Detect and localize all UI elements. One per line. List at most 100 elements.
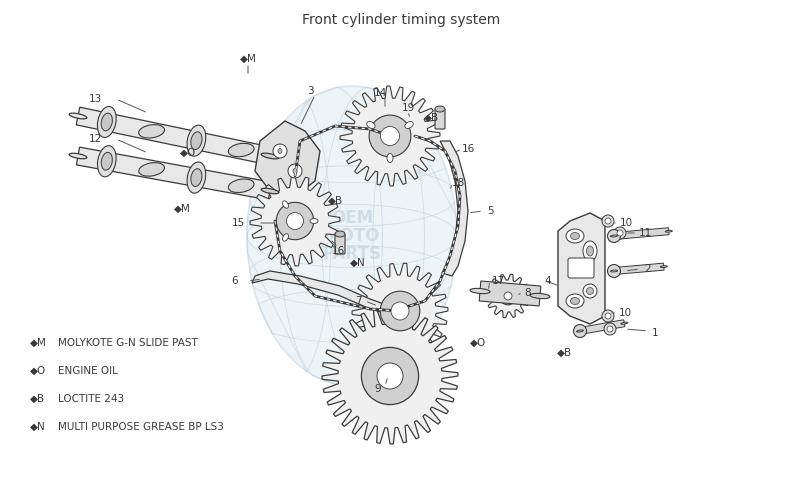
Text: 17: 17 bbox=[491, 276, 505, 286]
Text: 13: 13 bbox=[88, 94, 102, 104]
Text: 3: 3 bbox=[307, 86, 313, 96]
Ellipse shape bbox=[139, 163, 164, 176]
Text: 8: 8 bbox=[525, 288, 531, 298]
Ellipse shape bbox=[101, 113, 112, 131]
Text: 4: 4 bbox=[545, 276, 551, 286]
Ellipse shape bbox=[187, 162, 206, 193]
Polygon shape bbox=[252, 271, 395, 316]
Ellipse shape bbox=[566, 229, 584, 243]
Ellipse shape bbox=[586, 246, 594, 256]
Ellipse shape bbox=[470, 288, 490, 294]
Polygon shape bbox=[486, 274, 530, 318]
FancyBboxPatch shape bbox=[335, 234, 345, 254]
Circle shape bbox=[605, 218, 611, 224]
Text: 10: 10 bbox=[619, 218, 633, 228]
Ellipse shape bbox=[530, 294, 550, 299]
Text: ENGINE OIL: ENGINE OIL bbox=[58, 366, 118, 376]
FancyBboxPatch shape bbox=[435, 109, 445, 129]
Text: ◆M: ◆M bbox=[30, 338, 47, 348]
Ellipse shape bbox=[566, 294, 584, 308]
Polygon shape bbox=[440, 141, 468, 276]
Circle shape bbox=[607, 229, 621, 243]
Ellipse shape bbox=[577, 330, 583, 332]
Circle shape bbox=[602, 215, 614, 227]
Ellipse shape bbox=[278, 148, 282, 154]
Ellipse shape bbox=[228, 143, 254, 157]
Text: OEM: OEM bbox=[331, 209, 373, 227]
Circle shape bbox=[276, 202, 314, 240]
Text: 16: 16 bbox=[461, 144, 475, 154]
Ellipse shape bbox=[570, 298, 579, 304]
Polygon shape bbox=[322, 308, 458, 444]
Circle shape bbox=[273, 144, 287, 158]
Polygon shape bbox=[340, 86, 440, 186]
Polygon shape bbox=[255, 121, 320, 196]
Ellipse shape bbox=[139, 125, 164, 138]
Ellipse shape bbox=[261, 188, 279, 194]
Circle shape bbox=[287, 213, 304, 229]
Circle shape bbox=[391, 302, 409, 320]
Ellipse shape bbox=[387, 154, 393, 163]
Ellipse shape bbox=[621, 322, 628, 324]
Ellipse shape bbox=[570, 233, 579, 240]
Text: 11: 11 bbox=[638, 228, 652, 238]
Ellipse shape bbox=[69, 153, 87, 159]
Ellipse shape bbox=[666, 230, 672, 232]
Text: 2: 2 bbox=[645, 264, 651, 274]
Circle shape bbox=[377, 363, 403, 389]
Circle shape bbox=[574, 325, 586, 337]
Polygon shape bbox=[76, 107, 272, 165]
Text: 5: 5 bbox=[487, 206, 493, 216]
Text: LOCTITE 243: LOCTITE 243 bbox=[58, 394, 124, 404]
Circle shape bbox=[504, 292, 512, 300]
Text: ◆O: ◆O bbox=[180, 148, 196, 158]
Text: ◆O: ◆O bbox=[470, 338, 486, 348]
Text: ◆B: ◆B bbox=[328, 196, 344, 206]
Text: 7: 7 bbox=[355, 296, 361, 306]
Ellipse shape bbox=[367, 122, 375, 129]
Text: 12: 12 bbox=[88, 134, 102, 144]
Text: ◆M: ◆M bbox=[239, 54, 256, 64]
Ellipse shape bbox=[335, 231, 345, 237]
Polygon shape bbox=[614, 263, 664, 274]
Text: ◆B: ◆B bbox=[557, 348, 573, 358]
Ellipse shape bbox=[293, 168, 297, 173]
Circle shape bbox=[605, 313, 611, 319]
Circle shape bbox=[369, 115, 411, 157]
Ellipse shape bbox=[310, 218, 318, 223]
Ellipse shape bbox=[610, 270, 618, 272]
Polygon shape bbox=[250, 176, 340, 266]
Text: MOTO: MOTO bbox=[324, 227, 380, 245]
Ellipse shape bbox=[283, 234, 288, 241]
Text: ◆M: ◆M bbox=[174, 204, 191, 214]
Ellipse shape bbox=[261, 153, 279, 159]
Ellipse shape bbox=[435, 106, 445, 112]
Ellipse shape bbox=[69, 113, 87, 119]
Polygon shape bbox=[76, 147, 272, 200]
Circle shape bbox=[499, 287, 517, 305]
Circle shape bbox=[288, 164, 302, 178]
Ellipse shape bbox=[583, 241, 597, 261]
Ellipse shape bbox=[98, 107, 116, 137]
Ellipse shape bbox=[586, 288, 594, 295]
Circle shape bbox=[602, 310, 614, 322]
Ellipse shape bbox=[228, 179, 254, 192]
Text: 10: 10 bbox=[618, 308, 631, 318]
FancyBboxPatch shape bbox=[568, 258, 594, 278]
Circle shape bbox=[614, 227, 626, 239]
Ellipse shape bbox=[283, 201, 288, 208]
Ellipse shape bbox=[191, 132, 202, 150]
Polygon shape bbox=[558, 213, 605, 324]
Circle shape bbox=[380, 127, 400, 145]
Text: Front cylinder timing system: Front cylinder timing system bbox=[302, 13, 500, 27]
Text: 14: 14 bbox=[373, 88, 387, 98]
Polygon shape bbox=[579, 320, 625, 334]
Circle shape bbox=[604, 323, 616, 335]
Text: MULTI PURPOSE GREASE BP LS3: MULTI PURPOSE GREASE BP LS3 bbox=[58, 422, 223, 432]
Text: ◆B: ◆B bbox=[425, 113, 440, 123]
Text: 6: 6 bbox=[231, 276, 239, 286]
Circle shape bbox=[607, 326, 613, 332]
Text: 19: 19 bbox=[401, 103, 415, 113]
Circle shape bbox=[380, 291, 420, 331]
Ellipse shape bbox=[405, 122, 413, 129]
